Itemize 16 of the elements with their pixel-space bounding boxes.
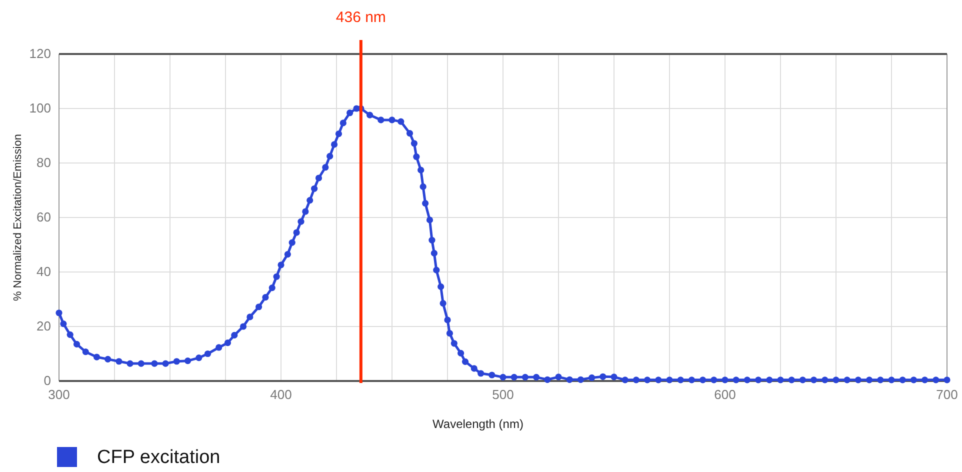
ref-line-label: 436 nm <box>336 9 386 26</box>
x-tick-label: 300 <box>48 387 70 402</box>
y-tick-label: 0 <box>44 373 51 388</box>
y-tick-label: 120 <box>29 46 51 61</box>
legend-label: CFP excitation <box>97 447 220 468</box>
x-tick-label: 700 <box>936 387 958 402</box>
y-tick-label: 60 <box>36 210 51 224</box>
y-tick-label: 40 <box>36 264 51 279</box>
x-tick-label: 400 <box>270 387 292 402</box>
x-axis-title: Wavelength (nm) <box>432 417 524 431</box>
x-tick-label: 600 <box>714 387 736 402</box>
y-tick-label: 100 <box>29 100 51 116</box>
y-tick-label: 80 <box>36 155 51 170</box>
x-tick-label: 500 <box>492 387 514 402</box>
y-tick-label: 20 <box>36 318 51 334</box>
y-axis-title: % Normalized Excitation/Emission <box>12 134 24 301</box>
